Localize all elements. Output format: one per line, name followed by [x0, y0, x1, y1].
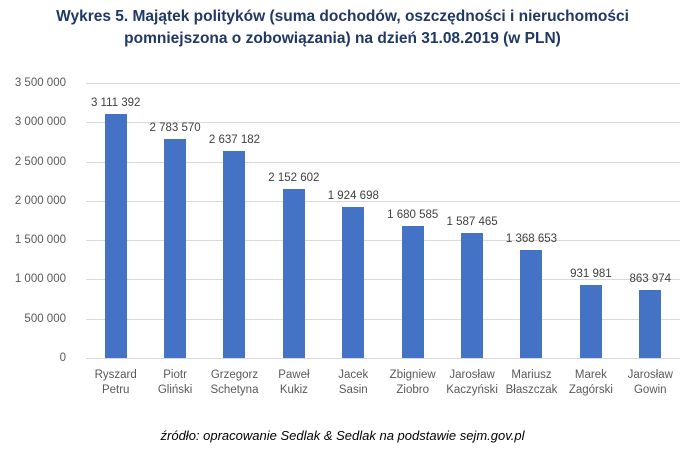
bar-slot: 1 680 585 [383, 83, 442, 358]
source-note: źródło: opracowanie Sedlak & Sedlak na p… [160, 428, 525, 443]
x-tick-label: Jacek Sasin [338, 369, 369, 396]
y-tick-label: 3 500 000 [14, 77, 66, 89]
bar-slot: 1 924 698 [324, 83, 383, 358]
bar [639, 290, 662, 358]
y-tick-label: 500 000 [24, 312, 66, 325]
y-tick-label: 2 500 000 [14, 155, 66, 168]
x-tick-label: Ryszard Petru [94, 369, 137, 396]
x-tick-label: Marek Zagórski [568, 369, 613, 396]
x-tick-label: Jarosław Gowin [627, 369, 673, 396]
value-label: 1 587 465 [446, 216, 498, 229]
bar-slot: 2 152 602 [264, 83, 323, 358]
value-label: 931 981 [570, 267, 612, 280]
x-axis: Ryszard Petru Piotr Gliński Grzegorz Schetyna… [86, 368, 680, 404]
bar [282, 188, 305, 358]
chart-title: Wykres 5. Majątek polityków (suma dochod… [0, 6, 685, 50]
bar-slot: 1 368 653 [502, 83, 561, 358]
value-label: 1 924 698 [327, 189, 379, 202]
y-axis: 0 500 000 1 000 000 1 500 000 2 000 000 2 500… [0, 77, 66, 364]
bar [104, 113, 127, 358]
y-tick-label: 3 000 000 [14, 116, 66, 129]
bar [164, 139, 187, 358]
gridline [86, 318, 680, 320]
gridline [86, 279, 680, 281]
value-label: 3 111 392 [90, 96, 141, 109]
y-tick-label: 1 500 000 [14, 234, 66, 247]
bar [461, 233, 484, 358]
x-tick-label: Paweł Kukiz [278, 369, 310, 396]
bar [579, 284, 602, 358]
bar [401, 225, 424, 358]
bar [520, 250, 543, 358]
value-label: 1 368 653 [505, 233, 558, 246]
bar [223, 150, 246, 358]
gridline [86, 83, 680, 84]
value-label: 2 152 602 [268, 171, 320, 184]
bar [342, 206, 365, 358]
value-label: 863 974 [629, 273, 672, 286]
gridline [86, 161, 680, 163]
plot-area: 3 111 392 2 783 570 2 637 182 2 152 602 1 92… [86, 83, 680, 359]
y-tick-label: 1 000 000 [14, 273, 66, 286]
y-tick-label: 2 000 000 [14, 194, 66, 207]
x-tick-label: Mariusz Błaszczak [505, 369, 558, 396]
bar-slot: 863 974 [621, 83, 680, 358]
x-tick-label: Jarosław Kaczyński [446, 369, 498, 396]
value-label: 2 783 570 [149, 122, 201, 135]
y-tick-label: 0 [59, 352, 66, 364]
bar-slot: 2 783 570 [145, 83, 204, 358]
chart-title-line2: pomniejszona o zobowiązania) na dzień 31… [124, 30, 561, 47]
bar-slot: 2 637 182 [205, 83, 264, 358]
gridline [86, 122, 680, 124]
gridline [86, 240, 680, 242]
bar-slot: 931 981 [561, 83, 620, 358]
gridline [86, 358, 680, 359]
chart-title-line1: Wykres 5. Majątek polityków (suma dochod… [56, 8, 629, 25]
x-tick-label: Zbigniew Ziobro [389, 369, 436, 396]
x-tick-label: Grzegorz Schetyna [210, 369, 259, 396]
gridline [86, 200, 680, 202]
bar-slot: 1 587 465 [442, 83, 501, 358]
value-label: 1 680 585 [387, 208, 439, 221]
bar-slot: 3 111 392 [86, 83, 145, 358]
value-label: 2 637 182 [208, 133, 261, 146]
x-tick-label: Piotr Gliński [157, 369, 193, 396]
